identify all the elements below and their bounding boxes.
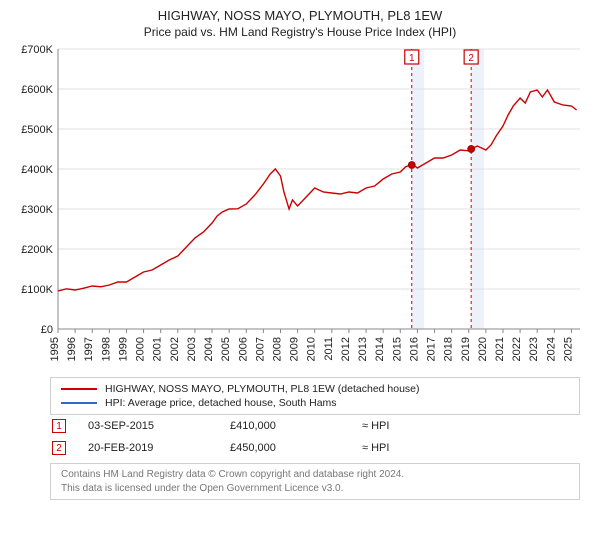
sale-hpi: ≈ HPI (362, 442, 389, 454)
sale-badge: 1 (52, 419, 66, 433)
x-tick-label: 2025 (562, 337, 574, 361)
price-chart: £0 £100K £200K £300K £400K £500K £600K £700K 199… (10, 43, 590, 373)
x-tick-label: 2022 (511, 337, 523, 361)
x-tick-label: 2019 (460, 337, 472, 361)
x-tick-label: 1998 (100, 337, 112, 361)
y-tick-label: £100K (21, 284, 53, 296)
sale-row: 2 20-FEB-2019 £450,000 ≈ HPI (50, 437, 580, 459)
y-tick-label: £0 (41, 324, 53, 336)
x-tick-label: 2021 (494, 337, 506, 361)
x-tick-label: 1996 (66, 337, 78, 361)
x-tick-label: 2001 (152, 337, 164, 361)
below-chart: HIGHWAY, NOSS MAYO, PLYMOUTH, PL8 1EW (d… (10, 377, 590, 500)
legend-row: HPI: Average price, detached house, Sout… (61, 396, 569, 410)
attribution: Contains HM Land Registry data © Crown c… (50, 463, 580, 500)
x-tick-label: 2009 (289, 337, 301, 361)
x-tick-label: 2008 (271, 337, 283, 361)
x-tick-label: 2012 (340, 337, 352, 361)
legend-swatch-icon (61, 388, 97, 390)
sale-hpi: ≈ HPI (362, 420, 389, 432)
series-line (58, 90, 577, 291)
sale-date: 03-SEP-2015 (88, 420, 208, 432)
marker-shade (412, 49, 424, 329)
x-tick-label: 2023 (528, 337, 540, 361)
x-tick-label: 2018 (443, 337, 455, 361)
legend-label: HPI: Average price, detached house, Sout… (105, 397, 337, 409)
sale-price: £450,000 (230, 442, 340, 454)
sale-row: 1 03-SEP-2015 £410,000 ≈ HPI (50, 415, 580, 437)
y-tick-label: £500K (21, 124, 53, 136)
x-tick-label: 2010 (306, 337, 318, 361)
x-tick-label: 2004 (203, 337, 215, 361)
x-tick-label: 1999 (117, 337, 129, 361)
chart-svg: £0 £100K £200K £300K £400K £500K £600K £700K 199… (10, 43, 590, 373)
x-tick-label: 1995 (49, 337, 61, 361)
x-tick-label: 2005 (220, 337, 232, 361)
marker-number: 1 (409, 53, 415, 64)
x-tick-label: 2024 (545, 337, 557, 361)
y-tick-label: £700K (21, 44, 53, 56)
sale-dot-icon (408, 162, 415, 169)
page-subtitle: Price paid vs. HM Land Registry's House … (10, 25, 590, 39)
y-tick-label: £200K (21, 244, 53, 256)
x-tick-label: 2000 (135, 337, 147, 361)
x-tick-label: 2017 (426, 337, 438, 361)
x-tick-label: 2014 (374, 337, 386, 361)
legend: HIGHWAY, NOSS MAYO, PLYMOUTH, PL8 1EW (d… (50, 377, 580, 415)
marker-number: 2 (468, 53, 474, 64)
attribution-line-2: This data is licensed under the Open Gov… (61, 482, 569, 496)
chart-page: HIGHWAY, NOSS MAYO, PLYMOUTH, PL8 1EW Pr… (0, 0, 600, 560)
y-tick-label: £400K (21, 164, 53, 176)
page-title: HIGHWAY, NOSS MAYO, PLYMOUTH, PL8 1EW (10, 8, 590, 23)
x-tick-label: 2007 (254, 337, 266, 361)
legend-label: HIGHWAY, NOSS MAYO, PLYMOUTH, PL8 1EW (d… (105, 383, 420, 395)
x-tick-label: 2013 (357, 337, 369, 361)
attribution-line-1: Contains HM Land Registry data © Crown c… (61, 468, 569, 482)
sales-list: 1 03-SEP-2015 £410,000 ≈ HPI 2 20-FEB-2019 £45… (50, 415, 580, 459)
legend-row: HIGHWAY, NOSS MAYO, PLYMOUTH, PL8 1EW (d… (61, 382, 569, 396)
x-tick-label: 2020 (477, 337, 489, 361)
x-tick-label: 2006 (237, 337, 249, 361)
sale-badge: 2 (52, 441, 66, 455)
x-tick-label: 2015 (391, 337, 403, 361)
legend-swatch-icon (61, 402, 97, 404)
x-tick-label: 1997 (83, 337, 95, 361)
y-tick-label: £300K (21, 204, 53, 216)
y-tick-label: £600K (21, 84, 53, 96)
sale-date: 20-FEB-2019 (88, 442, 208, 454)
x-tick-label: 2003 (186, 337, 198, 361)
marker-shade (471, 49, 484, 329)
sale-price: £410,000 (230, 420, 340, 432)
x-tick-label: 2002 (169, 337, 181, 361)
x-tick-label: 2016 (408, 337, 420, 361)
sale-dot-icon (468, 146, 475, 153)
x-tick-label: 2011 (323, 337, 335, 361)
